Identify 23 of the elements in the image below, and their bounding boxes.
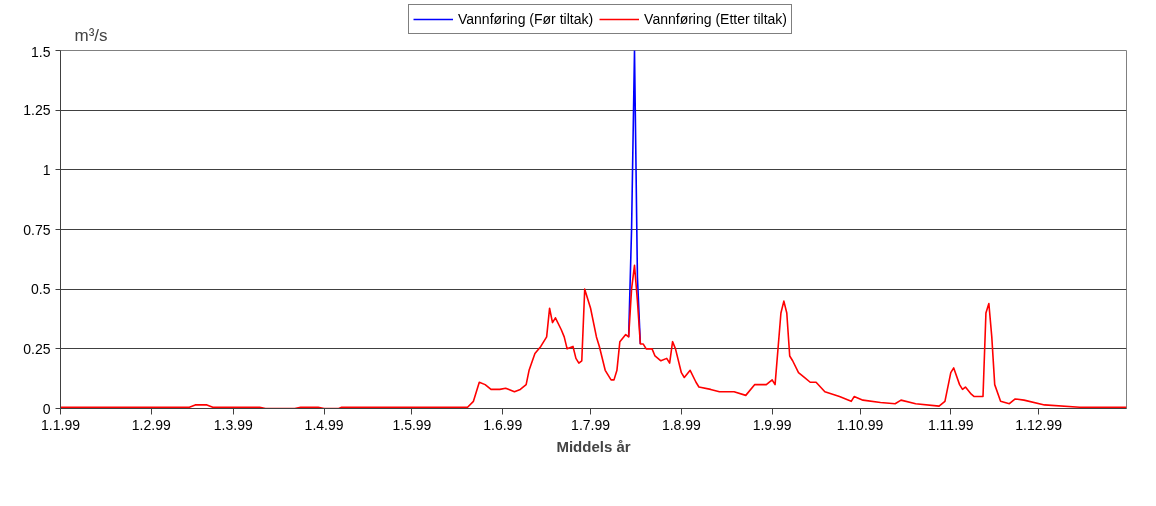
- y-tick-label: 1.25: [23, 102, 51, 119]
- x-tick-label: 1.3.99: [213, 416, 253, 433]
- x-tick-label: 1.10.99: [836, 416, 884, 433]
- y-tick-label: 0.75: [23, 221, 51, 238]
- y-tick-label: 0.5: [31, 281, 51, 298]
- y-tick-label: 0.25: [23, 340, 51, 357]
- x-tick-label: 1.2.99: [131, 416, 171, 433]
- legend-label: Vannføring (Før tiltak): [458, 11, 594, 27]
- y-tick-label: 1: [42, 161, 51, 178]
- x-tick-label: 1.11.99: [927, 416, 974, 433]
- x-tick-label: 1.9.99: [752, 416, 792, 433]
- x-axis-title: Middels år: [556, 437, 631, 455]
- y-axis-title: m³/s: [74, 25, 108, 45]
- x-tick-label: 1.1.99: [41, 416, 81, 433]
- x-tick-label: 1.8.99: [661, 416, 702, 433]
- x-tick-label: 1.4.99: [304, 416, 344, 433]
- legend-label: Vannføring (Etter tiltak): [644, 11, 788, 27]
- x-tick-label: 1.7.99: [571, 416, 611, 433]
- x-tick-label: 1.6.99: [483, 416, 523, 433]
- x-tick-label: 1.5.99: [392, 416, 432, 433]
- x-tick-label: 1.12.99: [1015, 416, 1063, 433]
- y-tick-label: 0: [42, 400, 51, 417]
- y-tick-label: 1.5: [31, 43, 51, 60]
